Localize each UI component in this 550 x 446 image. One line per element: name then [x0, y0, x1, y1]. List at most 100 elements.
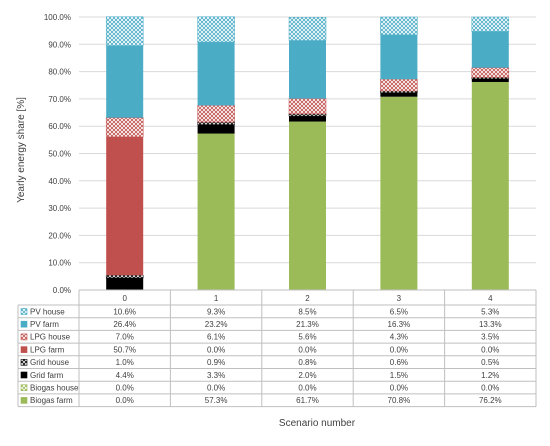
- bar-segment-grid-farm: [289, 116, 326, 122]
- table-cell: 5.6%: [298, 333, 316, 342]
- legend-label: Grid house: [30, 358, 70, 367]
- y-tick-label: 40.0%: [48, 177, 71, 186]
- y-tick-label: 70.0%: [48, 95, 71, 104]
- table-cell: 1.0%: [116, 358, 134, 367]
- x-tick-label: 4: [488, 294, 493, 303]
- table-cell: 4.3%: [390, 333, 408, 342]
- legend-label: PV farm: [30, 320, 59, 329]
- y-tick-label: 80.0%: [48, 68, 71, 77]
- bar-segment-pv-house: [105, 16, 144, 46]
- bar-segment-pv-farm: [289, 40, 326, 99]
- bar-segment-pv-house: [288, 17, 327, 41]
- table-cell: 13.3%: [479, 320, 502, 329]
- bar-segment-grid-farm: [106, 277, 144, 290]
- bars: [105, 16, 510, 291]
- table-cell: 57.3%: [205, 396, 228, 405]
- legend-key-lpg-farm: [20, 346, 28, 353]
- y-tick-label: 50.0%: [48, 150, 71, 159]
- table-cell: 0.0%: [298, 384, 316, 393]
- table-cell: 6.5%: [390, 307, 408, 316]
- table-row-lpg-farm: LPG farm 50.7% 0.0% 0.0% 0.0% 0.0%: [20, 345, 499, 354]
- bar-segment-biogas-farm: [380, 96, 418, 290]
- legend-label: PV house: [30, 307, 65, 316]
- bar-segment-grid-farm: [471, 78, 509, 82]
- x-tick-label: 2: [305, 294, 310, 303]
- table-cell: 0.0%: [207, 345, 225, 354]
- table-cell: 0.0%: [298, 345, 316, 354]
- table-row-biogas-farm: Biogas farm 0.0% 57.3% 61.7% 70.8% 76.2%: [20, 396, 502, 405]
- y-tick-label: 60.0%: [48, 122, 71, 131]
- table-row-pv-farm: PV farm 26.4% 23.2% 21.3% 16.3% 13.3%: [20, 320, 502, 329]
- legend-key-pv-house: [20, 308, 28, 315]
- legend-key-grid-house: [20, 358, 28, 366]
- bar-segment-pv-farm: [197, 42, 235, 106]
- bar-stack-scenario-0: [105, 16, 144, 290]
- bar-segment-biogas-farm: [471, 81, 509, 290]
- bar-segment-grid-house: [105, 275, 144, 279]
- y-tick-label: 0.0%: [53, 286, 71, 295]
- bar-segment-biogas-farm: [197, 133, 235, 290]
- legend-key-biogas-house: [20, 384, 28, 392]
- bar-segment-lpg-house: [380, 78, 418, 92]
- table-cell: 21.3%: [296, 320, 319, 329]
- table-row-pv-house: PV house 10.6% 9.3% 8.5% 6.5% 5.3%: [20, 307, 499, 316]
- table-cell: 1.5%: [390, 371, 408, 380]
- table-cell: 7.0%: [116, 333, 134, 342]
- y-tick-label: 100.0%: [44, 13, 71, 22]
- x-tick-label: 1: [214, 294, 219, 303]
- table-cell: 2.0%: [298, 371, 316, 380]
- table-cell: 70.8%: [388, 396, 411, 405]
- bar-segment-lpg-house: [288, 98, 327, 115]
- bar-segment-biogas-farm: [289, 121, 326, 291]
- legend-label: Biogas farm: [30, 396, 73, 405]
- table-cell: 0.0%: [116, 384, 134, 393]
- y-axis-title: Yearly energy share [%]: [16, 97, 27, 203]
- table-cell: 16.3%: [388, 320, 411, 329]
- legend-key-lpg-house: [20, 333, 28, 341]
- legend-label: Biogas house: [30, 384, 79, 393]
- table-cell: 0.0%: [481, 384, 499, 393]
- table-cell: 5.3%: [481, 307, 499, 316]
- bar-segment-pv-farm: [471, 31, 509, 68]
- table-cell: 0.0%: [390, 345, 408, 354]
- bar-segment-grid-house: [197, 121, 235, 125]
- bar-segment-lpg-house: [105, 117, 144, 138]
- table-cell: 1.2%: [481, 371, 499, 380]
- legend-key-grid-farm: [20, 371, 28, 379]
- table-cell: 0.6%: [390, 358, 408, 367]
- table-cell: 23.2%: [205, 320, 228, 329]
- table-cell: 0.8%: [298, 358, 316, 367]
- table-cell: 8.5%: [298, 307, 316, 316]
- table-cell: 0.0%: [207, 384, 225, 393]
- y-tick-label: 90.0%: [48, 40, 71, 49]
- table-cell: 10.6%: [113, 307, 136, 316]
- legend-key-pv-farm: [20, 320, 28, 328]
- data-table: 0 1 2 3 4 PV house 10.6% 9.3% 8.5% 6.5% 5.3% PV far…: [17, 289, 537, 408]
- table-cell: 3.3%: [207, 371, 225, 380]
- table-cell: 6.1%: [207, 333, 225, 342]
- bar-stack-scenario-1: [197, 16, 235, 290]
- table-cell: 9.3%: [207, 307, 225, 316]
- bar-segment-pv-house: [471, 16, 510, 32]
- x-tick-label: 0: [122, 294, 127, 303]
- table-cell: 4.4%: [116, 371, 134, 380]
- table-row-grid-house: Grid house 1.0% 0.9% 0.8% 0.6% 0.5%: [20, 358, 499, 367]
- bar-segment-grid-house: [288, 113, 327, 117]
- bar-stack-scenario-4: [471, 16, 510, 290]
- bar-segment-pv-farm: [380, 34, 418, 80]
- table-cell: 0.0%: [390, 384, 408, 393]
- y-tick-label: 20.0%: [48, 231, 71, 240]
- table-cell: 0.5%: [481, 358, 499, 367]
- legend-key-biogas-farm: [20, 397, 28, 404]
- bar-segment-pv-house: [380, 16, 418, 35]
- table-cell: 0.9%: [207, 358, 225, 367]
- table-cell: 0.0%: [481, 345, 499, 354]
- legend-label: LPG farm: [30, 345, 65, 354]
- table-cell: 61.7%: [296, 396, 319, 405]
- y-tick-label: 10.0%: [48, 259, 71, 268]
- x-tick-label: 3: [397, 294, 402, 303]
- table-cell: 26.4%: [113, 320, 136, 329]
- bar-segment-grid-farm: [197, 124, 235, 134]
